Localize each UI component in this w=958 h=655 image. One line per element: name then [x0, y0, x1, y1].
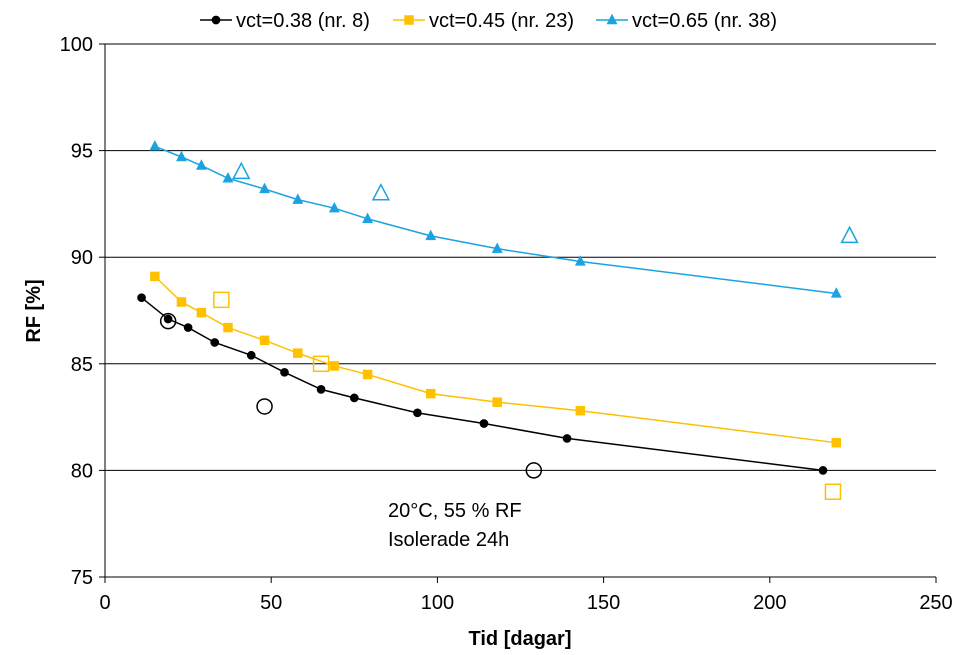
series-vct-0-38-nr-8 [137, 293, 828, 475]
data-point [222, 172, 234, 183]
data-point [830, 287, 842, 298]
x-tick-label: 150 [587, 592, 620, 614]
legend-label: vct=0.38 (nr. 8) [236, 10, 370, 32]
data-point [362, 212, 374, 224]
data-point [210, 338, 220, 347]
data-point [329, 361, 340, 371]
open-data-point [312, 355, 330, 373]
data-point [259, 335, 270, 346]
axes [104, 44, 936, 578]
data-point [163, 314, 173, 324]
legend-label: vct=0.65 (nr. 38) [632, 10, 777, 32]
data-point [196, 307, 207, 318]
x-axis-title: Tid [dagar] [469, 628, 572, 650]
y-tick-label: 90 [71, 247, 93, 269]
data-point [195, 159, 207, 170]
data-point [176, 297, 187, 307]
data-point [293, 348, 303, 358]
open-marker-layer [159, 161, 859, 500]
data-point [362, 369, 373, 380]
data-point [176, 150, 187, 162]
legend-marker [404, 15, 414, 25]
data-point [280, 367, 289, 377]
annotation-line-1: 20°C, 55 % RF [388, 500, 522, 522]
data-point [246, 350, 256, 360]
data-point [831, 437, 842, 448]
open-data-point [213, 291, 230, 309]
data-point [818, 466, 828, 475]
open-data-point [371, 182, 391, 201]
y-tick-label: 80 [71, 460, 93, 482]
data-point [259, 182, 270, 194]
x-tick-label: 250 [919, 592, 952, 614]
ticks: 75 80 85 90 95 100 0 50 100 150 200 250 [60, 34, 953, 614]
x-tick-label: 50 [260, 592, 282, 614]
open-data-point [159, 312, 177, 330]
data-point [183, 323, 193, 332]
y-axis-title: RF [%] [23, 279, 45, 342]
legend-label: vct=0.45 (nr. 23) [429, 10, 574, 32]
data-point [479, 419, 489, 428]
data-point [349, 393, 359, 403]
data-point [137, 293, 146, 303]
series-line [154, 145, 837, 295]
legend: vct=0.38 (nr. 8) vct=0.45 (nr. 23) vct=0.6… [200, 10, 777, 32]
data-point [328, 201, 340, 213]
legend-marker [606, 13, 618, 25]
data-point [150, 271, 160, 282]
series-vct-0-65-nr-38 [149, 140, 842, 298]
x-tick-label: 0 [99, 592, 110, 614]
legend-item-vct-0-65-nr-38: vct=0.65 (nr. 38) [596, 10, 777, 32]
legend-item-vct-0-45-nr-23: vct=0.45 (nr. 23) [393, 10, 574, 32]
data-point [426, 388, 436, 399]
data-point [574, 255, 586, 266]
legend-marker [211, 15, 221, 25]
y-tick-label: 85 [71, 354, 93, 376]
data-point [491, 242, 503, 253]
open-markers-vct-0-45-nr-23 [213, 291, 842, 500]
data-point [223, 322, 233, 333]
open-data-point [840, 225, 859, 244]
y-tick-label: 100 [60, 34, 93, 56]
series-line [154, 275, 837, 444]
legend-item-vct-0-38-nr-8: vct=0.38 (nr. 8) [200, 10, 370, 32]
data-point [425, 229, 437, 241]
data-point [316, 385, 326, 394]
annotation-line-2: Isolerade 24h [388, 529, 509, 551]
open-data-point [232, 161, 251, 180]
series-layer [137, 140, 842, 475]
y-tick-label: 95 [71, 141, 93, 163]
data-point [492, 397, 502, 407]
series-line [141, 297, 824, 472]
data-point [149, 140, 161, 151]
data-point [562, 434, 572, 443]
x-tick-label: 200 [753, 592, 786, 614]
series-vct-0-45-nr-23 [150, 271, 842, 448]
data-point [575, 405, 586, 416]
open-markers-vct-0-65-nr-38 [232, 161, 859, 244]
grid [105, 43, 936, 471]
open-data-point [824, 483, 842, 500]
open-markers-vct-0-38-nr-8 [159, 312, 543, 479]
data-point [292, 193, 304, 204]
open-data-point [256, 398, 273, 415]
x-tick-label: 100 [421, 592, 454, 614]
y-tick-label: 75 [71, 567, 93, 589]
open-data-point [525, 462, 543, 479]
data-point [413, 408, 422, 418]
